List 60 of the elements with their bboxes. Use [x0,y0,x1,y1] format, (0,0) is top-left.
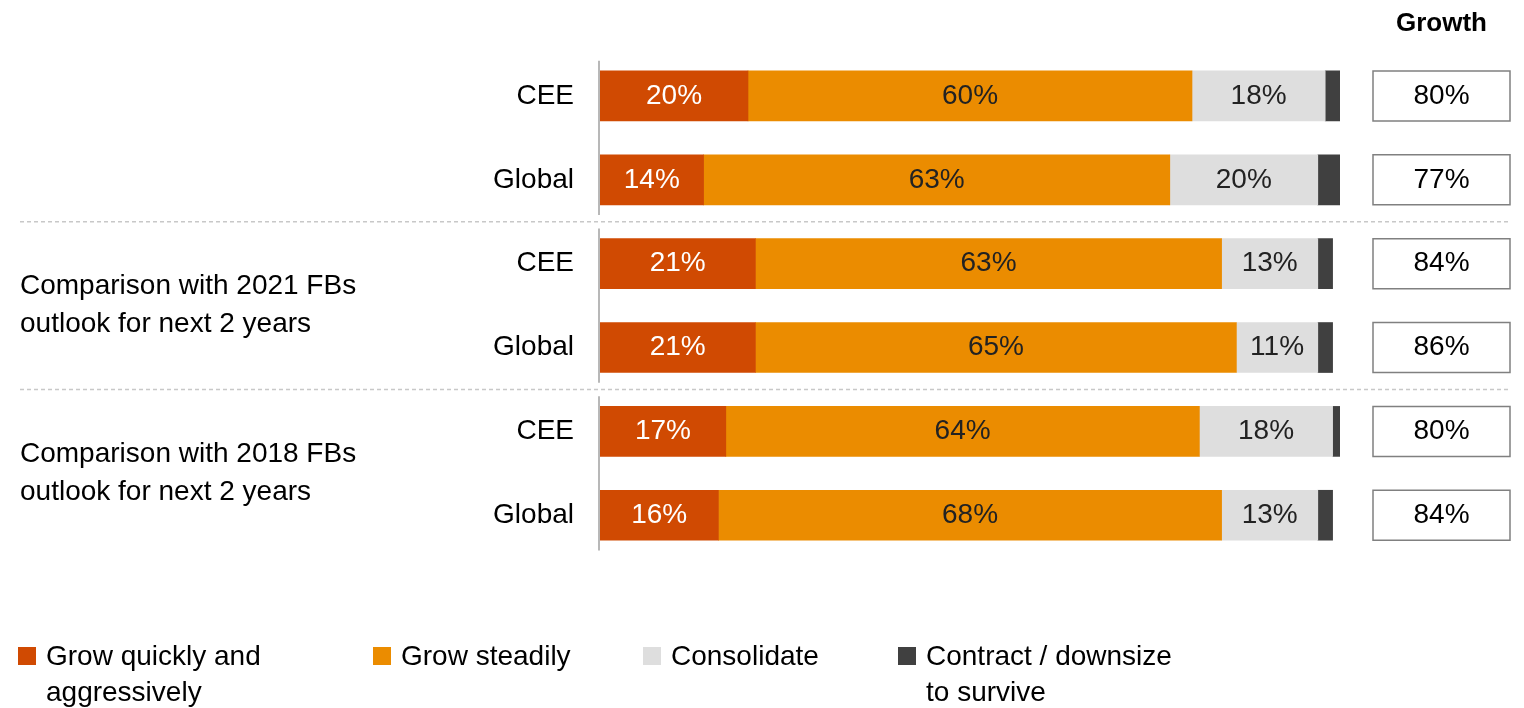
bar [725,406,1200,457]
data-label: 16% [631,497,688,529]
bar [1199,406,1333,457]
y-tick-label: CEE [516,78,574,110]
bar [600,238,756,289]
data-label: 20% [1215,162,1272,194]
data-label: 18% [1230,78,1287,110]
bar [600,154,704,206]
data-label: 63% [908,162,965,194]
data-label: 63% [960,246,1017,278]
bar [755,322,1237,373]
y-tick-label: Global [493,162,574,194]
data-label: 13% [1241,497,1298,529]
text: 84% [1413,497,1470,529]
data-label: 17% [634,414,691,446]
data-label: 68% [941,497,999,529]
data-label: 21% [649,330,706,362]
bar [1317,322,1333,373]
data-label: 14% [623,162,680,194]
data-label: 64% [934,414,991,446]
bar [1191,70,1326,122]
data-label: 21% [649,246,706,278]
y-tick-label: CEE [516,414,574,446]
bar [718,489,1222,541]
text: Growth [1396,7,1487,38]
legend-label: Grow quickly and aggressively [46,639,262,708]
data-label: 65% [967,330,1024,362]
text: 80% [1413,414,1470,446]
data-label: 13% [1241,246,1298,278]
data-label: 60% [941,78,999,110]
bar [1317,154,1340,206]
bar [747,70,1193,122]
bar [1221,238,1319,289]
bar [755,238,1222,289]
y-tick-label: Global [493,497,574,529]
data-label: 18% [1237,414,1295,446]
data-label: 20% [645,78,703,110]
bar [703,154,1171,206]
legend-label: Grow steadily [401,639,571,673]
text: Comparison with 2018 FBs outlook for next 2 years [20,437,357,507]
bar [1324,70,1340,122]
bar [1317,238,1333,289]
bar [600,489,719,541]
bar [600,70,749,122]
legend-label: Consolidate [671,639,819,673]
y-tick-label: Global [493,330,574,362]
bar [1332,406,1340,457]
text: 86% [1413,330,1470,362]
y-tick-label: CEE [516,246,574,278]
data-label: 11% [1250,330,1305,362]
text: Comparison with 2021 FBs outlook for next 2 years [20,269,357,339]
text: 80% [1413,78,1470,110]
bar [600,406,727,457]
bar [1317,489,1333,541]
text: 77% [1413,162,1470,194]
bar [1221,489,1319,541]
bar [600,322,756,373]
bar [1169,154,1319,206]
legend-label: Contract / downsize to survive [926,639,1173,708]
text: 84% [1413,246,1470,278]
